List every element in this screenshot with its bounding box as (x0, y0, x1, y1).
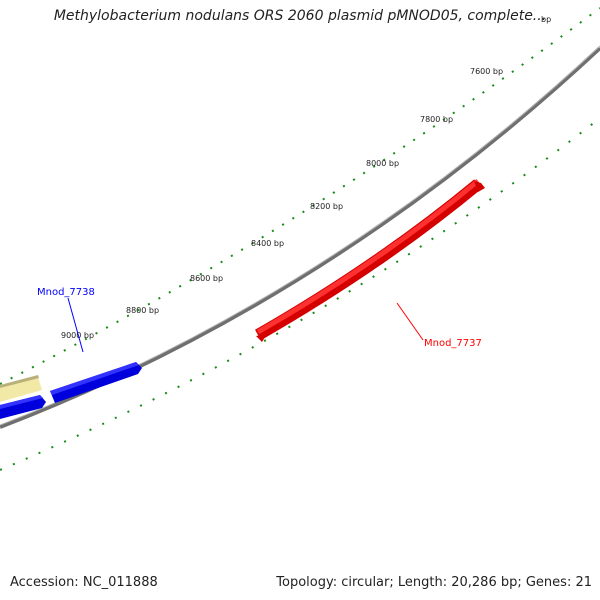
label-leader-mnod-7737 (396, 302, 424, 341)
map-title: Methylobacterium nodulans ORS 2060 plasm… (53, 8, 547, 24)
scale-label-7600: 7600 bp (470, 67, 503, 76)
feature-tan-edge (0, 375, 39, 388)
outer-tick-ring (0, 7, 600, 385)
scale-label-8600: 8600 bp (190, 274, 223, 283)
feature-tan (0, 377, 42, 402)
label-leader-mnod-7738 (67, 297, 84, 353)
gene-blue-left[interactable] (0, 395, 46, 419)
scale-label-8800: 8800 bp (126, 306, 159, 315)
gene-label-mnod-7737[interactable]: Mnod_7737 (424, 338, 482, 349)
topology-summary: Topology: circular; Length: 20,286 bp; G… (276, 575, 592, 590)
accession-text: Accession: NC_011888 (10, 575, 158, 590)
scale-label-8200: 8200 bp (310, 202, 343, 211)
backbone-arc (0, 46, 600, 429)
gene-mnod-7737-arrowhead (256, 334, 267, 342)
backbone-arc-highlight (0, 45, 600, 426)
gene-mnod-7738-highlight (50, 362, 139, 395)
gene-label-mnod-7738[interactable]: Mnod_7738 (37, 287, 95, 298)
gene-mnod-7738[interactable] (50, 362, 142, 403)
scale-label-clipped: bp (541, 15, 551, 24)
gene-mnod-7737-highlight (256, 179, 480, 335)
gene-blue-left-highlight (0, 395, 43, 409)
scale-label-9000: 9000 bp (61, 331, 94, 340)
scale-label-8400: 8400 bp (251, 239, 284, 248)
scale-label-7800: 7800 bp (420, 115, 453, 124)
gene-mnod-7737-end (474, 181, 485, 192)
scale-label-8000: 8000 bp (366, 159, 399, 168)
